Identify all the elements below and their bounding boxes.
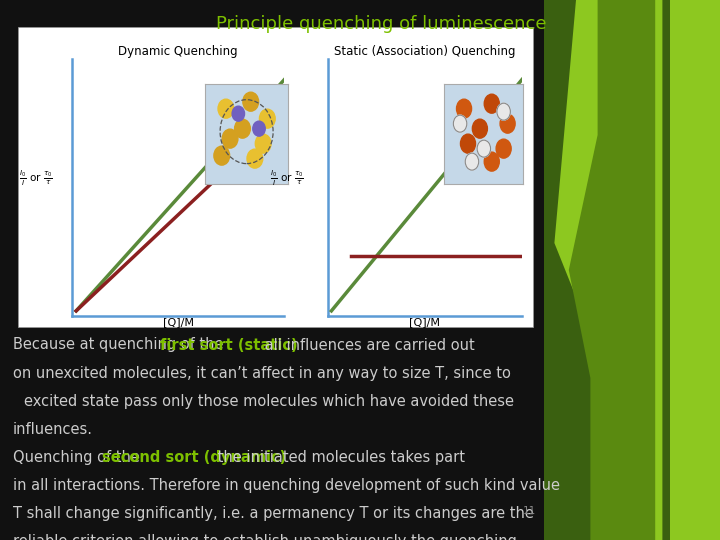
Circle shape (222, 129, 238, 148)
Title: Static (Association) Quenching: Static (Association) Quenching (334, 45, 516, 58)
Circle shape (253, 121, 265, 136)
X-axis label: [Q]/M: [Q]/M (163, 318, 194, 327)
Title: Dynamic Quenching: Dynamic Quenching (118, 45, 238, 58)
Circle shape (454, 115, 467, 132)
Text: the initiated molecules takes part: the initiated molecules takes part (212, 450, 464, 465)
Text: excited state pass only those molecules which have avoided these: excited state pass only those molecules … (24, 394, 514, 409)
Text: on unexcited molecules, it can’t affect in any way to size T, since to: on unexcited molecules, it can’t affect … (13, 366, 510, 381)
X-axis label: [Q]/M: [Q]/M (409, 318, 441, 327)
Text: second sort (dynamic): second sort (dynamic) (102, 450, 287, 465)
Text: Because at quenching of the: Because at quenching of the (13, 338, 228, 353)
Text: influences.: influences. (13, 422, 93, 437)
Text: $\frac{I_0}{I}$ or $\frac{\tau_0}{\tau}$: $\frac{I_0}{I}$ or $\frac{\tau_0}{\tau}$ (270, 168, 304, 188)
Text: in all interactions. Therefore in quenching development of such kind value: in all interactions. Therefore in quench… (13, 478, 560, 493)
Circle shape (243, 92, 258, 111)
Circle shape (500, 114, 515, 133)
Circle shape (235, 119, 251, 138)
Circle shape (497, 103, 510, 120)
Text: $\frac{I_0}{I}$ or $\frac{\tau_0}{\tau}$: $\frac{I_0}{I}$ or $\frac{\tau_0}{\tau}$ (19, 168, 53, 188)
Text: Quenching of the: Quenching of the (13, 450, 145, 465)
Text: 11: 11 (523, 505, 536, 516)
Text: first sort (static): first sort (static) (160, 338, 298, 353)
Text: reliable criterion allowing to establish unambiguously the quenching: reliable criterion allowing to establish… (13, 534, 517, 540)
Circle shape (259, 109, 275, 128)
Circle shape (496, 139, 511, 158)
Text: Principle quenching of luminescence: Principle quenching of luminescence (216, 15, 547, 33)
Circle shape (218, 99, 234, 118)
Circle shape (465, 153, 479, 170)
Circle shape (214, 146, 230, 165)
Circle shape (472, 119, 487, 138)
Circle shape (477, 140, 490, 157)
Circle shape (256, 134, 271, 153)
Circle shape (456, 99, 472, 118)
Circle shape (485, 152, 499, 171)
Circle shape (485, 94, 499, 113)
Circle shape (247, 149, 263, 168)
Circle shape (232, 106, 245, 121)
Text: all influences are carried out: all influences are carried out (260, 338, 474, 353)
Circle shape (461, 134, 475, 153)
Text: T shall change significantly, i.e. a permanency T or its changes are the: T shall change significantly, i.e. a per… (13, 506, 534, 521)
